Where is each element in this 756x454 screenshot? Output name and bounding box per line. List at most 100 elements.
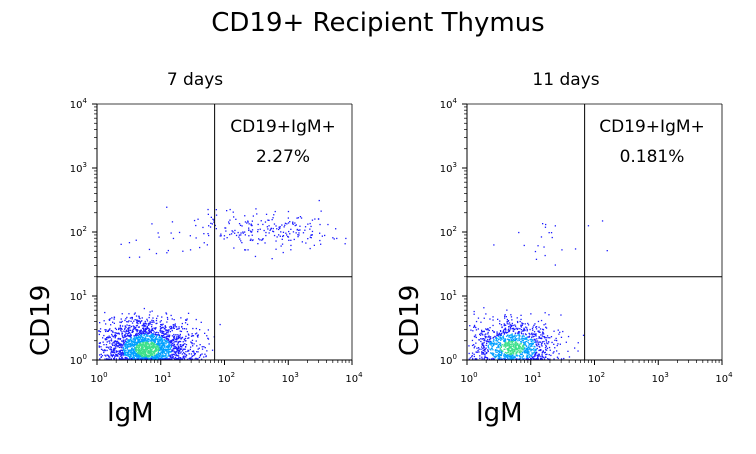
event-point — [136, 356, 139, 358]
y-tick-label: 101 — [440, 289, 457, 303]
x-tick-label-exp: 1 — [537, 371, 541, 379]
event-point — [220, 233, 222, 235]
event-point — [148, 358, 151, 360]
event-point — [157, 345, 159, 347]
event-point — [545, 337, 547, 339]
event-point — [157, 347, 159, 350]
event-point — [147, 332, 149, 334]
event-point — [542, 223, 544, 225]
event-point — [167, 353, 170, 355]
event-point — [499, 342, 501, 344]
event-point — [520, 348, 523, 350]
x-tick-label-base: 10 — [90, 374, 103, 385]
event-point — [109, 336, 111, 338]
event-point — [100, 356, 102, 358]
event-point — [133, 345, 136, 347]
event-point — [135, 326, 137, 329]
event-point — [211, 349, 214, 351]
event-point — [504, 324, 506, 326]
event-point — [494, 342, 496, 344]
event-point — [150, 341, 153, 343]
event-point — [146, 331, 148, 333]
event-point — [104, 329, 106, 331]
event-point — [522, 339, 524, 342]
event-point — [260, 220, 262, 222]
event-point — [514, 350, 516, 352]
event-point — [136, 322, 138, 324]
event-point — [526, 327, 528, 329]
event-point — [150, 350, 152, 352]
event-point — [138, 348, 141, 350]
event-point — [516, 328, 518, 330]
event-point — [514, 356, 516, 358]
event-point — [503, 323, 505, 325]
event-point — [171, 350, 173, 353]
event-point — [165, 350, 168, 352]
event-point — [518, 331, 520, 333]
event-point — [540, 334, 542, 336]
x-tick-label: 104 — [715, 371, 733, 385]
event-point — [275, 248, 277, 250]
event-point — [111, 333, 113, 336]
event-point — [528, 344, 531, 346]
event-point — [286, 223, 288, 225]
event-point — [501, 358, 503, 360]
event-point — [138, 345, 140, 348]
event-point — [546, 342, 548, 344]
event-point — [518, 337, 520, 339]
event-point — [473, 344, 475, 346]
event-point — [190, 335, 193, 337]
event-point — [514, 357, 516, 359]
event-point — [155, 339, 157, 341]
event-point — [278, 228, 280, 231]
event-point — [526, 338, 528, 341]
event-point — [527, 352, 529, 354]
event-point — [327, 223, 329, 226]
event-point — [531, 345, 533, 347]
event-point — [179, 333, 181, 336]
event-point — [180, 348, 182, 350]
event-point — [533, 333, 535, 336]
event-point — [514, 341, 517, 343]
event-point — [487, 331, 489, 334]
event-point — [543, 333, 545, 335]
event-point — [151, 356, 153, 358]
event-point — [159, 327, 162, 330]
event-point — [154, 348, 157, 351]
event-point — [133, 344, 135, 346]
event-point — [515, 343, 517, 345]
event-point — [534, 346, 536, 348]
event-point — [497, 344, 499, 346]
event-point — [252, 215, 254, 217]
event-point — [111, 356, 113, 358]
event-point — [304, 226, 307, 228]
event-point — [520, 353, 522, 355]
event-point — [142, 337, 144, 339]
event-point — [490, 342, 492, 345]
event-point — [548, 358, 550, 361]
event-point — [538, 331, 540, 333]
event-point — [530, 345, 532, 347]
event-point — [188, 353, 190, 355]
event-point — [114, 327, 117, 329]
event-point — [182, 348, 185, 350]
event-point — [112, 330, 114, 332]
event-point — [119, 338, 121, 341]
event-point — [134, 339, 136, 342]
event-point — [151, 321, 153, 323]
x-tick-label-base: 10 — [218, 374, 231, 385]
event-point — [120, 330, 122, 332]
event-point — [542, 350, 544, 352]
event-point — [169, 342, 171, 344]
event-point — [518, 347, 520, 350]
event-point — [141, 355, 143, 357]
event-point — [147, 347, 150, 349]
event-point — [155, 350, 157, 352]
event-point — [197, 348, 199, 350]
event-point — [121, 320, 123, 323]
event-point — [175, 334, 177, 336]
event-point — [135, 341, 137, 343]
event-point — [175, 326, 178, 328]
event-point — [296, 217, 298, 219]
event-point — [510, 325, 513, 327]
